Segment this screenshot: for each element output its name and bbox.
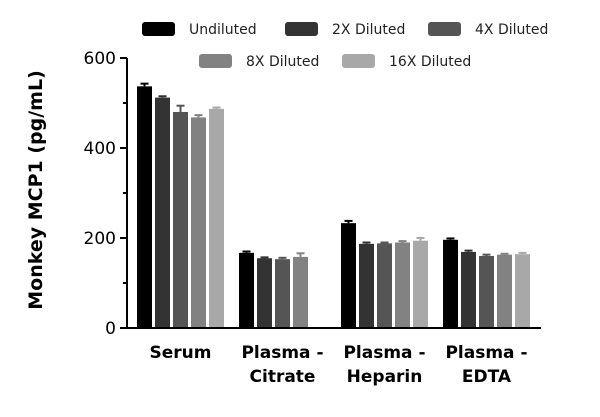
- x-category-label: Citrate: [250, 367, 316, 387]
- legend-swatch-series3: [428, 22, 461, 36]
- y-tick-label: 0: [105, 319, 116, 339]
- legend-swatch-series1: [142, 22, 175, 36]
- bars: [137, 86, 530, 329]
- x-category-label: Serum: [150, 343, 212, 363]
- x-category-label: Plasma -: [241, 343, 323, 363]
- x-category-label: EDTA: [462, 367, 512, 387]
- legend-label-series5: 16X Diluted: [389, 54, 471, 70]
- bar-series4-category2: [293, 256, 308, 328]
- bar-series3-category3: [377, 243, 392, 328]
- x-category-label: Heparin: [347, 367, 423, 387]
- y-tick-label: 400: [84, 139, 116, 159]
- bar-series5-category1: [209, 108, 224, 328]
- legend: Undiluted 2X Diluted 4X Diluted 8X Diluted 1…: [142, 22, 548, 70]
- legend-swatch-series2: [285, 22, 318, 36]
- legend-swatch-series5: [342, 54, 375, 68]
- bar-series3-category1: [173, 112, 188, 328]
- bar-series3-category2: [275, 259, 290, 328]
- y-tick-label: 200: [84, 229, 116, 249]
- legend-label-series4: 8X Diluted: [246, 54, 319, 70]
- error-bars: [140, 82, 527, 260]
- legend-label-series1: Undiluted: [189, 22, 257, 38]
- legend-swatch-series4: [199, 54, 232, 68]
- axes: [120, 57, 541, 329]
- bar-series4-category1: [191, 117, 206, 329]
- bar-series1-category4: [443, 239, 458, 328]
- bar-series5-category4: [515, 254, 530, 328]
- bar-series1-category3: [341, 223, 356, 328]
- bar-series2-category4: [461, 251, 476, 328]
- bar-series3-category4: [479, 256, 494, 328]
- y-axis-title: Monkey MCP1 (pg/mL): [25, 70, 47, 310]
- x-category-label: Plasma -: [445, 343, 527, 363]
- labels: 0 200 400 600 Serum Plasma - Citrate Plasma - He…: [84, 49, 528, 387]
- y-tick-label: 600: [84, 49, 116, 69]
- bar-series1-category2: [239, 252, 254, 328]
- bar-series4-category4: [497, 254, 512, 328]
- bar-series2-category3: [359, 243, 374, 328]
- bar-series2-category2: [257, 258, 272, 328]
- legend-label-series3: 4X Diluted: [475, 22, 548, 38]
- x-category-label: Plasma -: [343, 343, 425, 363]
- bar-series2-category1: [155, 97, 170, 328]
- bar-series5-category3: [413, 240, 428, 328]
- bar-series1-category1: [137, 86, 152, 328]
- bar-series4-category3: [395, 242, 410, 328]
- legend-label-series2: 2X Diluted: [332, 22, 405, 38]
